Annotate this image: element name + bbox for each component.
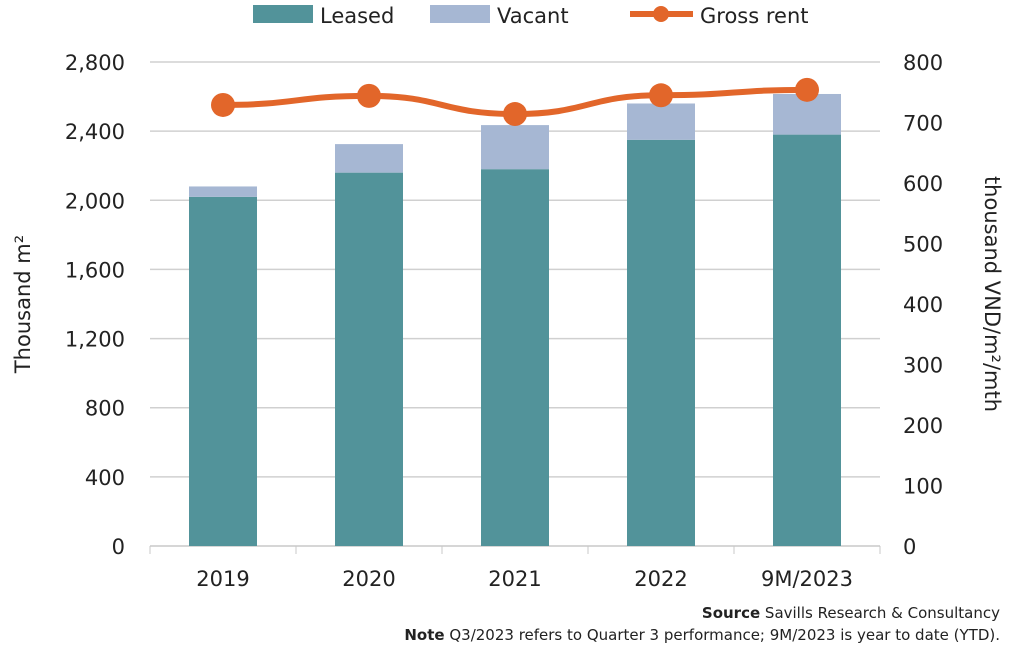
x-tick-label: 2021	[488, 567, 541, 591]
legend-label-leased: Leased	[320, 4, 394, 28]
rent-point	[649, 83, 673, 108]
rent-point	[503, 102, 527, 127]
source-line: Source Savills Research & Consultancy	[702, 604, 1000, 622]
y-tick-label: 800	[85, 397, 125, 421]
y-tick-label: 1,600	[65, 258, 125, 282]
bar-leased	[335, 172, 403, 546]
legend-marker-rent	[653, 6, 669, 22]
rent-point	[211, 92, 235, 117]
y-right-tick-label: 400	[903, 293, 943, 317]
x-tick-label: 2022	[634, 567, 687, 591]
bar-leased	[481, 169, 549, 546]
bar-vacant	[335, 144, 403, 173]
ticks: 0 400 800 1,200 1,600 2,000 2,400 2,800 0 100 200 3…	[65, 51, 943, 591]
y-right-tick-label: 500	[903, 233, 943, 257]
rent-point	[795, 77, 819, 102]
bar-leased	[189, 196, 257, 547]
y-right-tick-label: 200	[903, 414, 943, 438]
legend-label-rent: Gross rent	[700, 4, 809, 28]
y-right-tick-label: 600	[903, 172, 943, 196]
bar-leased	[627, 139, 695, 547]
legend-swatch-vacant	[430, 5, 490, 23]
x-tick-label: 2019	[196, 567, 249, 591]
bar-vacant	[189, 186, 257, 197]
y-axis-right-label: thousand VND/m²/mth	[980, 176, 1004, 412]
y-right-tick-label: 700	[903, 112, 943, 136]
y-tick-label: 400	[85, 466, 125, 490]
y-tick-label: 2,400	[65, 120, 125, 144]
bar-vacant	[627, 103, 695, 140]
legend-swatch-leased	[253, 5, 313, 23]
legend-label-vacant: Vacant	[497, 4, 569, 28]
source-label: Source	[702, 604, 760, 622]
rent-line	[211, 77, 819, 127]
y-tick-label: 0	[112, 535, 125, 559]
bar-vacant	[481, 125, 549, 170]
y-tick-label: 2,800	[65, 51, 125, 75]
note-label: Note	[404, 626, 444, 644]
y-right-tick-label: 0	[903, 535, 916, 559]
note-text: Q3/2023 refers to Quarter 3 performance;…	[449, 626, 1000, 644]
y-tick-label: 1,200	[65, 328, 125, 352]
x-tick-label: 2020	[342, 567, 395, 591]
y-axis-label: Thousand m²	[11, 235, 35, 374]
rent-point	[357, 83, 381, 108]
y-right-tick-label: 800	[903, 51, 943, 75]
x-tick-label: 9M/2023	[761, 567, 853, 591]
y-right-tick-label: 300	[903, 354, 943, 378]
note-line: Note Q3/2023 refers to Quarter 3 perform…	[404, 626, 1000, 644]
source-text: Savills Research & Consultancy	[765, 604, 1000, 622]
bar-leased	[773, 134, 841, 546]
legend: Leased Vacant Gross rent	[253, 4, 809, 28]
y-tick-label: 2,000	[65, 189, 125, 213]
y-right-tick-label: 100	[903, 475, 943, 499]
bars	[189, 93, 841, 547]
